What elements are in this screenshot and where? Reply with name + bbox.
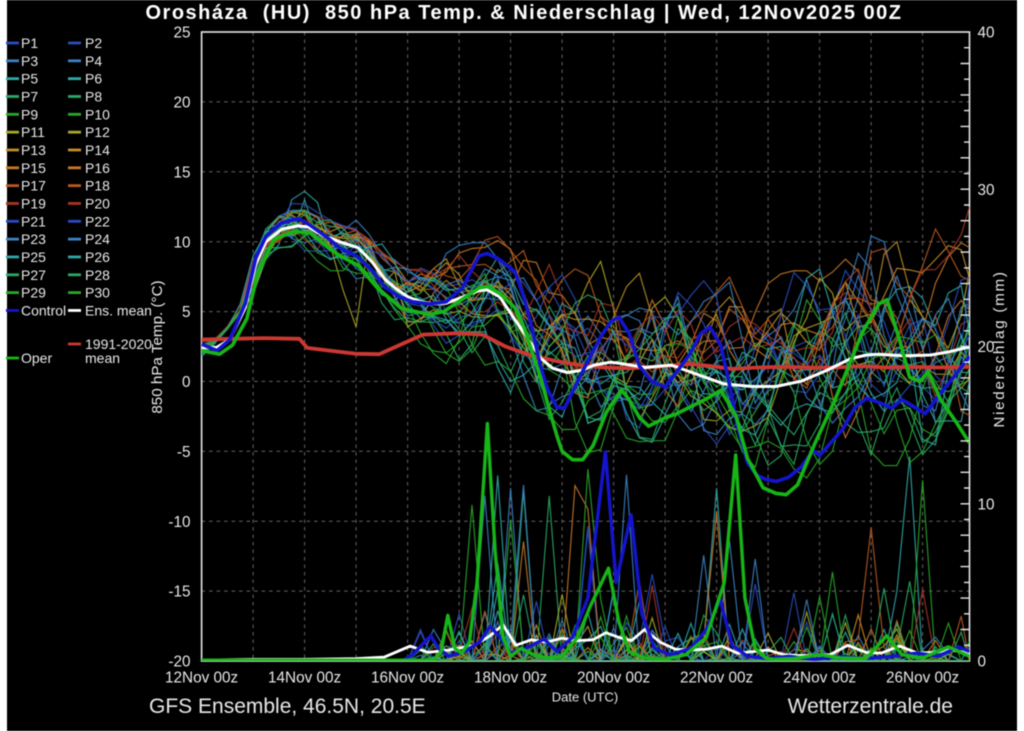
svg-text:20: 20 [173,94,190,111]
svg-text:16Nov 00z: 16Nov 00z [371,669,444,686]
svg-text:5: 5 [182,304,191,321]
svg-text:P14: P14 [85,142,110,158]
svg-text:Niederschlag (mm): Niederschlag (mm) [991,270,1008,427]
svg-text:P30: P30 [85,285,110,301]
svg-text:GFS Ensemble, 46.5N, 20.5E: GFS Ensemble, 46.5N, 20.5E [149,695,426,718]
svg-text:-20: -20 [168,654,190,671]
svg-text:Date (UTC): Date (UTC) [552,690,618,705]
svg-text:Ens. mean: Ens. mean [85,302,152,318]
svg-text:P4: P4 [85,53,102,69]
svg-text:24Nov 00z: 24Nov 00z [783,669,856,686]
svg-text:P11: P11 [21,124,45,140]
svg-text:P7: P7 [21,88,38,104]
svg-text:P25: P25 [21,249,46,265]
svg-text:20: 20 [978,339,995,356]
svg-text:P20: P20 [85,195,110,211]
svg-text:P22: P22 [85,213,110,229]
svg-text:P29: P29 [21,285,46,301]
svg-text:P12: P12 [85,124,110,140]
svg-text:12Nov 00z: 12Nov 00z [165,669,238,686]
svg-text:P8: P8 [85,88,102,104]
svg-text:10: 10 [978,496,995,513]
svg-text:P19: P19 [21,195,46,211]
svg-text:P13: P13 [21,142,46,158]
svg-text:20Nov 00z: 20Nov 00z [577,669,650,686]
svg-text:40: 40 [978,25,995,42]
svg-text:P23: P23 [21,231,46,247]
svg-text:10: 10 [173,234,190,251]
svg-text:P26: P26 [85,249,110,265]
svg-text:P15: P15 [21,160,46,176]
svg-text:Oper: Oper [21,350,52,366]
svg-text:25: 25 [173,25,190,42]
svg-text:mean: mean [85,350,120,366]
svg-text:15: 15 [173,164,190,181]
svg-text:Orosháza (HU) 850 hPa Temp.: Orosháza (HU) 850 hPa Temp. & Niederschl… [145,2,902,24]
svg-text:P24: P24 [85,231,110,247]
svg-text:Wetterzentrale.de: Wetterzentrale.de [788,695,953,718]
svg-text:22Nov 00z: 22Nov 00z [680,669,753,686]
svg-text:-5: -5 [177,444,191,461]
svg-text:Control: Control [21,302,66,318]
svg-text:18Nov 00z: 18Nov 00z [474,669,547,686]
svg-text:26Nov 00z: 26Nov 00z [886,669,959,686]
svg-text:850 hPa Temp. (°C): 850 hPa Temp. (°C) [149,280,166,413]
svg-text:P2: P2 [85,35,102,51]
svg-text:14Nov 00z: 14Nov 00z [268,669,341,686]
svg-text:-10: -10 [168,514,190,531]
svg-text:P3: P3 [21,53,38,69]
svg-text:P16: P16 [85,160,110,176]
svg-text:P28: P28 [85,267,110,283]
svg-text:P5: P5 [21,71,38,87]
svg-text:P17: P17 [21,178,46,194]
svg-text:30: 30 [978,182,995,199]
svg-text:P1: P1 [21,35,38,51]
svg-text:0: 0 [978,654,987,671]
svg-text:P18: P18 [85,178,110,194]
svg-text:-15: -15 [168,584,190,601]
svg-text:0: 0 [182,374,191,391]
svg-text:P10: P10 [85,106,110,122]
svg-text:P6: P6 [85,71,102,87]
svg-text:P9: P9 [21,106,38,122]
svg-text:P27: P27 [21,267,46,283]
svg-text:1991-2020: 1991-2020 [85,336,152,352]
svg-text:P21: P21 [21,213,46,229]
